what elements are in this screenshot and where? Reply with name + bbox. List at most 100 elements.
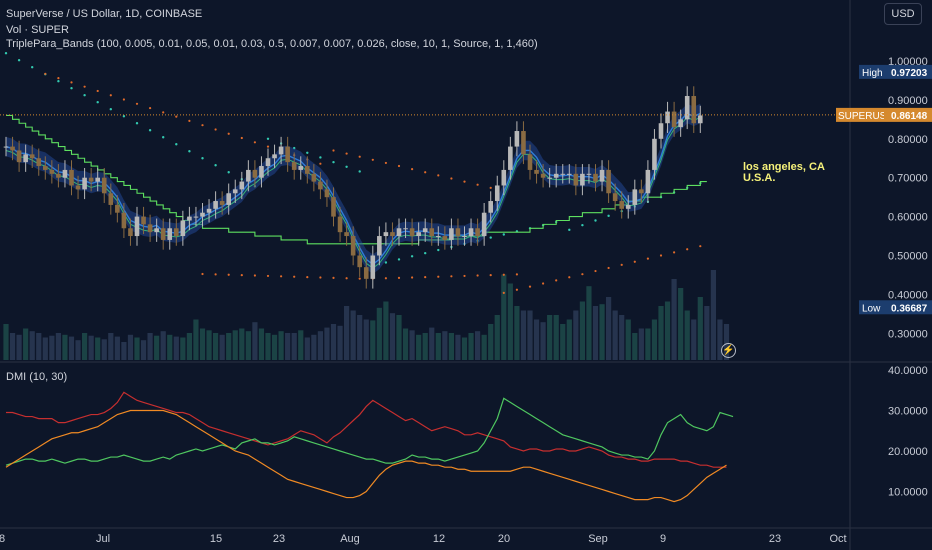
sar-dot-orange [135,102,139,105]
sar-dot-teal [162,136,165,139]
candle-body [121,212,127,229]
indicator-legend: TriplePara_Bands (100, 0.005, 0.01, 0.05… [6,38,538,50]
sar-dot-orange [332,149,335,152]
volume-bar [455,334,461,360]
volume-bar [606,297,612,360]
candle-body [599,169,605,182]
volume-bar [461,337,468,360]
sar-dot-teal [424,251,427,255]
sar-dot-orange [214,128,217,131]
candle-body [652,138,657,170]
volume-bar [29,331,35,360]
sar-dot-orange [673,251,676,254]
volume-bar [206,330,212,360]
volume-bar [566,319,572,360]
sar-dot-orange [476,183,479,186]
sar-dot-orange [345,277,348,280]
candle-body [501,169,507,186]
volume-bar [298,330,304,360]
sar-dot-teal [293,146,296,150]
volume-bar [23,328,29,360]
low-badge-label-box [859,300,889,315]
volume-bar [389,313,396,360]
volume-bar [363,319,369,360]
candle-body [259,166,264,178]
candle-body [16,150,22,163]
time-tick-label: 23 [769,533,781,545]
volume-bar [507,283,513,360]
sar-dot-orange [293,275,296,278]
sar-dot-orange [659,254,663,257]
candle-body [141,216,146,225]
volume-bar [285,333,291,360]
time-tick-label: Aug [340,533,360,545]
volume-bar [612,310,618,360]
dmi-tick-label: 40.0000 [888,365,928,377]
candle-body [298,166,304,170]
price-tick-label: 0.50000 [888,251,928,263]
volume-bar [664,301,671,360]
volume-bar [717,319,723,360]
volume-bar [147,333,153,360]
volume-bar [324,327,330,360]
sar-dot-orange [607,266,610,270]
sar-dot-orange [280,275,283,278]
sar-dot-teal [332,160,335,164]
sar-dot-teal [502,233,505,236]
volume-bar [586,286,592,360]
volume-bar [573,310,579,360]
candle-body [370,255,376,279]
volume-bar [697,297,703,360]
sar-dot-teal [410,255,414,258]
candle-body [82,177,87,190]
sar-dot-orange [463,180,466,183]
volume-bar [402,328,409,360]
sar-dot-teal [397,258,401,261]
sar-dot-teal [17,59,21,62]
sar-dot-orange [57,77,60,80]
sar-dot-orange [83,85,86,88]
volume-bar [409,330,415,360]
volume-bar [252,322,258,360]
sar-dot-teal [201,157,204,160]
volume-bar [199,328,206,360]
sar-dot-orange [266,145,270,148]
candle-body [101,177,107,194]
sar-dot-teal [122,115,126,118]
candle-body [436,236,441,238]
volume-bar [140,340,147,360]
low-badge-value: 0.36687 [891,303,928,314]
dmi-line-red [6,391,727,468]
volume-bar [16,334,22,360]
sar-dot-orange [175,115,178,118]
volume-bar [127,334,134,360]
sar-dot-orange [397,276,401,279]
volume-bar [723,324,730,360]
candle-body [331,197,336,217]
sar-dot-teal [319,156,322,159]
volume-bar [468,333,474,360]
volume-legend: Vol · SUPER [6,24,69,36]
volume-bar [226,333,232,360]
volume-bar [186,333,192,360]
sar-dot-orange [384,161,387,165]
sar-dot-orange [515,288,519,291]
candle-body [115,204,120,213]
lightning-icon[interactable]: ⚡ [721,343,736,358]
candle-body [226,193,231,205]
volume-bar [527,310,533,360]
sar-dot-orange [489,274,492,277]
candle-body [200,212,205,217]
sar-dot-orange [70,81,73,84]
sar-dot-orange [332,276,335,279]
currency-button[interactable]: USD [884,3,922,25]
high-badge-value: 0.97203 [891,68,928,79]
candle-body [639,189,644,194]
volume-bar [383,301,389,360]
volume-bar [173,336,179,360]
sar-dot-orange [358,277,361,280]
sar-dot-orange [411,168,414,171]
candle-body [612,193,618,202]
price-tick-label: 0.60000 [888,212,928,224]
